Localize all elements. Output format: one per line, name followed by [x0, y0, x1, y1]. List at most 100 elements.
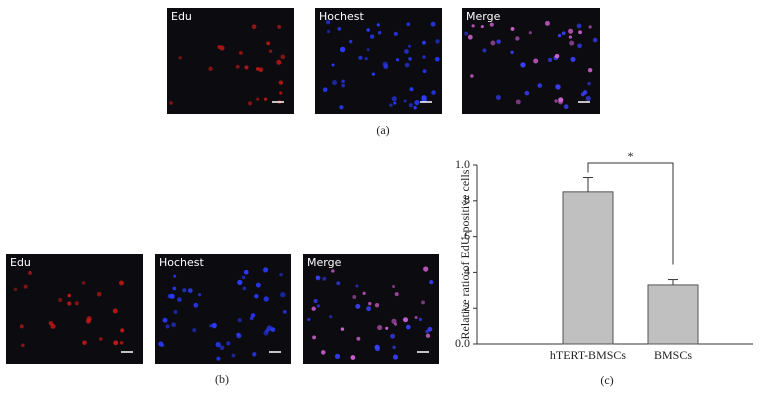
cell [544, 20, 550, 26]
cell [366, 28, 370, 32]
cell [510, 50, 514, 55]
cell [418, 317, 423, 322]
cell [256, 97, 260, 101]
cell [371, 72, 376, 76]
significance-bracket [587, 162, 674, 265]
y-tick-label: .8 [461, 193, 470, 207]
cell [431, 90, 436, 95]
cell [350, 355, 356, 360]
y-tick-label: .2 [461, 300, 470, 314]
cell [561, 31, 566, 36]
cell [165, 324, 170, 329]
image-label: Hochest [159, 256, 205, 269]
cell [74, 301, 79, 306]
cell [557, 33, 562, 38]
cell [587, 81, 591, 86]
cell [81, 281, 86, 285]
cell [421, 95, 427, 101]
cell [171, 322, 177, 328]
cell [251, 24, 257, 30]
y-tick-label: 0.0 [455, 336, 470, 350]
cell [422, 55, 426, 59]
cell [173, 309, 178, 315]
cell [169, 101, 173, 105]
cell [430, 21, 436, 27]
cell [391, 318, 397, 324]
cell [390, 333, 396, 339]
cell [235, 64, 240, 69]
cell [568, 35, 572, 39]
y-tick-label: 1.0 [455, 157, 470, 171]
cell [339, 105, 344, 110]
cell [467, 34, 473, 40]
cell [279, 91, 283, 95]
cell [217, 45, 222, 49]
y-tick-label: .4 [461, 264, 470, 278]
cell [307, 318, 311, 322]
image-label: Edu [10, 256, 31, 269]
cell [329, 315, 333, 319]
cell [177, 297, 182, 302]
cell [515, 36, 520, 41]
cell [376, 23, 380, 27]
cell [471, 24, 475, 28]
cell [385, 326, 389, 330]
cell [331, 79, 338, 86]
cell [247, 101, 253, 106]
cell [482, 48, 487, 53]
image-label: Edu [171, 10, 192, 23]
cell [336, 281, 341, 286]
cell [524, 90, 530, 96]
cell [316, 304, 320, 308]
cell [178, 56, 182, 60]
cell [557, 99, 564, 105]
cell [425, 329, 429, 334]
cell [208, 66, 213, 72]
cell [408, 57, 412, 61]
cell [404, 49, 409, 54]
cell [315, 275, 320, 279]
cell [120, 328, 125, 333]
bar [562, 191, 614, 345]
cell [172, 286, 177, 291]
cell [341, 83, 345, 88]
cell [568, 28, 574, 34]
cell [98, 337, 103, 341]
annotation: * [628, 149, 634, 163]
cell [339, 46, 346, 53]
cell [312, 335, 317, 340]
cell [382, 61, 388, 67]
cell [356, 336, 361, 341]
cell [423, 266, 429, 272]
cell [391, 96, 397, 102]
image-label: Hochest [319, 10, 365, 23]
cell [192, 328, 197, 333]
cell [520, 62, 526, 68]
cell [374, 344, 380, 350]
cell [58, 297, 63, 302]
cell [364, 57, 368, 61]
cell [587, 68, 593, 73]
cell [366, 306, 371, 312]
cell [489, 22, 494, 27]
cell [242, 286, 247, 291]
cell [408, 44, 412, 48]
cell [414, 99, 420, 106]
cell [216, 356, 221, 361]
cell [414, 315, 418, 319]
cell [313, 298, 318, 304]
cell [193, 302, 199, 308]
cell [241, 275, 246, 280]
cell [537, 83, 543, 88]
micrograph [6, 254, 143, 364]
cell [425, 333, 431, 338]
cell [13, 287, 18, 292]
cell [355, 284, 359, 288]
cell [577, 43, 582, 49]
cell [496, 39, 501, 44]
cell [231, 353, 236, 358]
cell [389, 103, 393, 107]
cell [334, 353, 341, 359]
cell [112, 308, 118, 314]
cell [325, 19, 331, 25]
